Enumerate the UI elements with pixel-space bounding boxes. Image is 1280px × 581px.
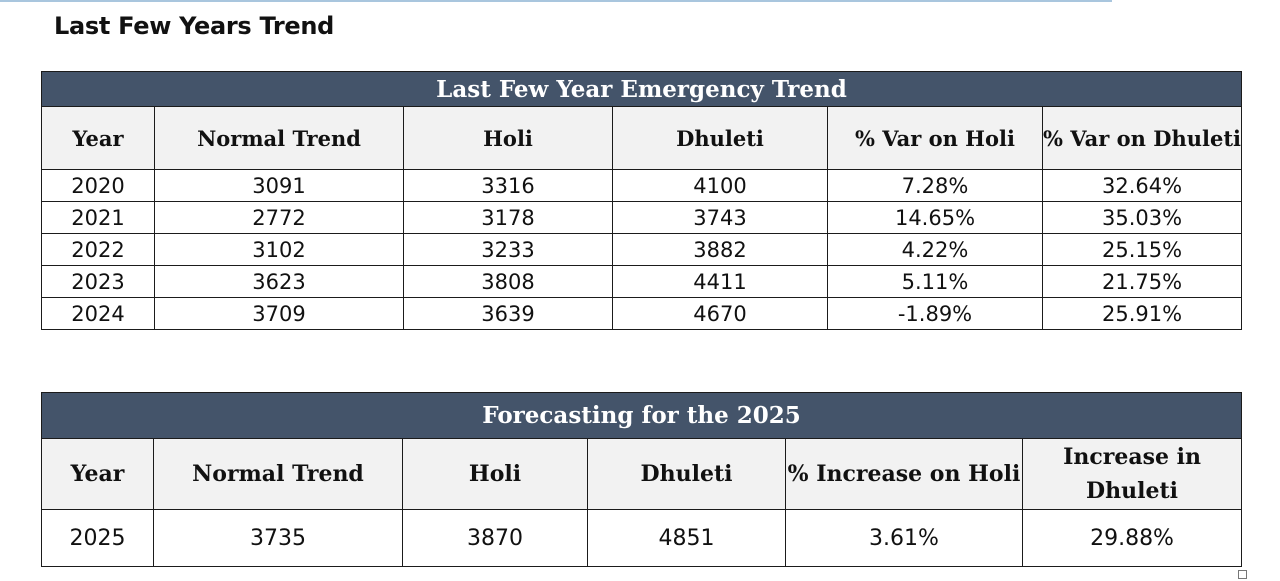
table-cell: 3735: [153, 509, 403, 567]
column-header: Year: [41, 106, 155, 170]
table-cell: 3233: [403, 233, 613, 266]
table-cell: 2020: [41, 169, 155, 202]
table-cell: 14.65%: [827, 201, 1043, 234]
table-cell: -1.89%: [827, 297, 1043, 330]
table-cell: 3870: [402, 509, 588, 567]
top-divider: [0, 0, 1112, 2]
table-cell: 25.91%: [1041, 297, 1243, 330]
table-cell: 3808: [403, 265, 613, 298]
table-row: 2020 3091 3316 4100 7.28% 32.64%: [41, 169, 1243, 202]
table-cell: 2021: [41, 201, 155, 234]
column-header: Increase in Dhuleti: [1021, 438, 1243, 510]
column-header: Dhuleti: [612, 106, 828, 170]
table-cell: 2024: [41, 297, 155, 330]
resize-handle[interactable]: [1238, 570, 1247, 579]
table-cell: 4.22%: [827, 233, 1043, 266]
table-cell: 4670: [612, 297, 828, 330]
table-title: Forecasting for the 2025: [40, 392, 1243, 439]
forecast-table: Forecasting for the 2025 Year Normal Tre…: [40, 392, 1243, 567]
table-cell: 2023: [41, 265, 155, 298]
table-row: 2025 3735 3870 4851 3.61% 29.88%: [41, 509, 1243, 567]
table-title-row: Forecasting for the 2025: [40, 392, 1243, 439]
table-cell: 4411: [612, 265, 828, 298]
column-header: Dhuleti: [587, 438, 786, 510]
table-cell: 3091: [154, 169, 404, 202]
column-header: Holi: [403, 106, 613, 170]
table-cell: 2772: [154, 201, 404, 234]
table-cell: 3882: [612, 233, 828, 266]
table-cell: 3623: [154, 265, 404, 298]
table-row: 2023 3623 3808 4411 5.11% 21.75%: [41, 265, 1243, 298]
column-header: Holi: [402, 438, 588, 510]
column-header: % Increase on Holi: [785, 438, 1023, 510]
table-cell: 21.75%: [1041, 265, 1243, 298]
table-cell: 3743: [612, 201, 828, 234]
column-header: Normal Trend: [154, 106, 404, 170]
table-cell: 7.28%: [827, 169, 1043, 202]
column-header: Year: [41, 438, 154, 510]
table-row: 2022 3102 3233 3882 4.22% 25.15%: [41, 233, 1243, 266]
table-title-row: Last Few Year Emergency Trend: [40, 71, 1243, 107]
table-cell: 3178: [403, 201, 613, 234]
column-header: Normal Trend: [153, 438, 403, 510]
table-cell: 5.11%: [827, 265, 1043, 298]
table-cell: 29.88%: [1021, 509, 1243, 567]
table-cell: 3316: [403, 169, 613, 202]
emergency-trend-table: Last Few Year Emergency Trend Year Norma…: [40, 71, 1243, 330]
table-cell: 3102: [154, 233, 404, 266]
table-cell: 3.61%: [785, 509, 1023, 567]
table-header-row: Year Normal Trend Holi Dhuleti % Var on …: [41, 106, 1243, 170]
table-cell: 32.64%: [1041, 169, 1243, 202]
table-cell: 3639: [403, 297, 613, 330]
table-cell: 25.15%: [1041, 233, 1243, 266]
table-cell: 35.03%: [1041, 201, 1243, 234]
table-cell: 3709: [154, 297, 404, 330]
table-row: 2024 3709 3639 4670 -1.89% 25.91%: [41, 297, 1243, 330]
table-header-row: Year Normal Trend Holi Dhuleti % Increas…: [41, 438, 1243, 510]
table-cell: 4100: [612, 169, 828, 202]
page-heading: Last Few Years Trend: [54, 12, 335, 40]
table-title: Last Few Year Emergency Trend: [40, 71, 1243, 107]
column-header: % Var on Holi: [827, 106, 1043, 170]
table-cell: 2022: [41, 233, 155, 266]
column-header: % Var on Dhuleti: [1041, 106, 1243, 170]
table-row: 2021 2772 3178 3743 14.65% 35.03%: [41, 201, 1243, 234]
table-cell: 4851: [587, 509, 786, 567]
table-cell: 2025: [41, 509, 154, 567]
